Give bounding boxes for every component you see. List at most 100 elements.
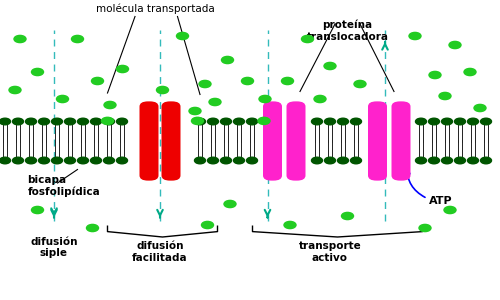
Circle shape xyxy=(0,157,10,164)
Circle shape xyxy=(208,118,218,125)
Circle shape xyxy=(78,118,88,125)
Circle shape xyxy=(439,92,451,100)
Circle shape xyxy=(209,98,221,106)
Circle shape xyxy=(419,224,431,232)
Circle shape xyxy=(199,80,211,88)
Circle shape xyxy=(314,95,326,103)
Circle shape xyxy=(284,221,296,229)
Circle shape xyxy=(90,118,102,125)
Circle shape xyxy=(56,95,68,103)
Circle shape xyxy=(324,62,336,70)
Circle shape xyxy=(258,117,270,124)
Circle shape xyxy=(324,157,336,164)
Circle shape xyxy=(222,56,234,64)
Circle shape xyxy=(194,157,205,164)
Circle shape xyxy=(338,157,348,164)
FancyBboxPatch shape xyxy=(140,101,158,181)
Circle shape xyxy=(64,157,76,164)
Circle shape xyxy=(116,118,128,125)
Text: ATP: ATP xyxy=(429,196,452,206)
Circle shape xyxy=(246,157,258,164)
Circle shape xyxy=(78,157,88,164)
Circle shape xyxy=(9,86,21,94)
Circle shape xyxy=(312,157,322,164)
Circle shape xyxy=(86,224,99,232)
Text: difusión
facilitada: difusión facilitada xyxy=(132,241,188,263)
FancyBboxPatch shape xyxy=(392,101,410,181)
Circle shape xyxy=(282,77,294,85)
Circle shape xyxy=(454,118,466,125)
Circle shape xyxy=(12,118,24,125)
Circle shape xyxy=(416,118,426,125)
Circle shape xyxy=(259,95,271,103)
Circle shape xyxy=(234,118,244,125)
Circle shape xyxy=(202,221,213,229)
Circle shape xyxy=(324,118,336,125)
Circle shape xyxy=(242,77,254,85)
FancyBboxPatch shape xyxy=(263,101,282,181)
Circle shape xyxy=(428,157,440,164)
Circle shape xyxy=(72,35,84,43)
Circle shape xyxy=(116,157,128,164)
Circle shape xyxy=(409,32,421,40)
Circle shape xyxy=(224,200,236,208)
Circle shape xyxy=(208,157,218,164)
Circle shape xyxy=(312,118,322,125)
Circle shape xyxy=(26,118,36,125)
Circle shape xyxy=(428,118,440,125)
Circle shape xyxy=(176,32,188,40)
Text: proteína
translocadora: proteína translocadora xyxy=(306,20,388,42)
Circle shape xyxy=(32,206,44,214)
Circle shape xyxy=(156,86,168,94)
Circle shape xyxy=(464,68,476,76)
Circle shape xyxy=(189,107,201,115)
Circle shape xyxy=(92,77,104,85)
Circle shape xyxy=(90,157,102,164)
Circle shape xyxy=(52,118,62,125)
Circle shape xyxy=(14,35,26,43)
Text: molécula transportada: molécula transportada xyxy=(96,3,214,13)
Circle shape xyxy=(32,68,44,76)
Circle shape xyxy=(26,157,36,164)
FancyBboxPatch shape xyxy=(286,101,306,181)
Circle shape xyxy=(350,157,362,164)
Circle shape xyxy=(480,157,492,164)
Circle shape xyxy=(302,35,314,43)
Circle shape xyxy=(116,65,128,73)
Circle shape xyxy=(64,118,76,125)
Circle shape xyxy=(416,157,426,164)
Circle shape xyxy=(38,157,50,164)
Circle shape xyxy=(246,118,258,125)
Circle shape xyxy=(12,157,24,164)
Circle shape xyxy=(480,118,492,125)
Circle shape xyxy=(454,157,466,164)
FancyBboxPatch shape xyxy=(162,101,180,181)
Circle shape xyxy=(468,118,478,125)
Circle shape xyxy=(442,157,452,164)
Circle shape xyxy=(234,157,244,164)
Circle shape xyxy=(38,118,50,125)
Circle shape xyxy=(52,157,62,164)
Circle shape xyxy=(442,118,452,125)
FancyBboxPatch shape xyxy=(368,101,387,181)
Circle shape xyxy=(429,71,441,79)
Circle shape xyxy=(338,118,348,125)
Circle shape xyxy=(354,80,366,88)
Circle shape xyxy=(449,41,461,49)
Circle shape xyxy=(220,118,232,125)
Circle shape xyxy=(220,157,232,164)
Circle shape xyxy=(468,157,478,164)
Circle shape xyxy=(0,118,10,125)
Circle shape xyxy=(194,118,205,125)
Circle shape xyxy=(104,118,115,125)
Circle shape xyxy=(102,117,114,124)
Circle shape xyxy=(192,117,203,124)
Circle shape xyxy=(104,101,116,109)
Text: transporte
activo: transporte activo xyxy=(298,241,362,263)
Text: difusión
siple: difusión siple xyxy=(30,237,78,258)
Circle shape xyxy=(342,212,353,220)
Circle shape xyxy=(444,206,456,214)
Circle shape xyxy=(350,118,362,125)
Text: bicapa
fosfolipídica: bicapa fosfolipídica xyxy=(28,175,100,197)
Circle shape xyxy=(104,157,115,164)
